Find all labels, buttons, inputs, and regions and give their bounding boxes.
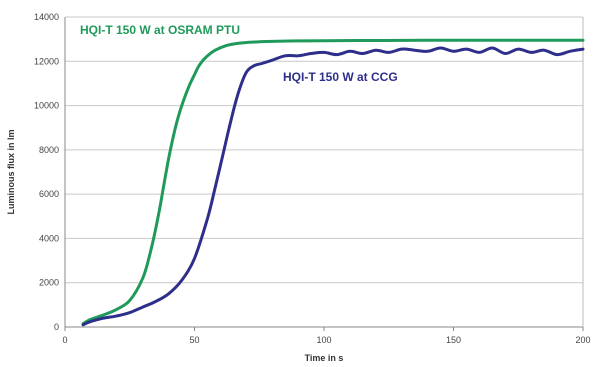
x-tick-label: 150 bbox=[446, 335, 461, 345]
y-tick-labels: 0 2000 4000 6000 8000 10000 12000 14000 bbox=[34, 12, 59, 332]
y-axis-label: Luminous flux in lm bbox=[6, 130, 16, 215]
y-tick-label: 6000 bbox=[39, 189, 59, 199]
x-tick-labels: 0 50 100 150 200 bbox=[62, 327, 591, 345]
series-line-0 bbox=[81, 38, 585, 326]
y-tick-label: 10000 bbox=[34, 101, 59, 111]
y-tick-label: 12000 bbox=[34, 56, 59, 66]
series-label-ccg: HQI-T 150 W at CCG bbox=[283, 70, 398, 84]
y-tick-label: 4000 bbox=[39, 233, 59, 243]
series-lines bbox=[81, 38, 585, 327]
y-tick-label: 0 bbox=[54, 322, 59, 332]
x-axis-label: Time in s bbox=[305, 353, 344, 363]
plot-area bbox=[65, 17, 583, 327]
x-tick-label: 0 bbox=[62, 335, 67, 345]
x-tick-label: 50 bbox=[189, 335, 199, 345]
series-line-1 bbox=[81, 46, 585, 327]
y-tick-label: 14000 bbox=[34, 12, 59, 22]
y-tick-label: 2000 bbox=[39, 278, 59, 288]
x-tick-label: 100 bbox=[316, 335, 331, 345]
y-tick-label: 8000 bbox=[39, 145, 59, 155]
x-tick-label: 200 bbox=[575, 335, 590, 345]
series-label-osram-ptu: HQI-T 150 W at OSRAM PTU bbox=[80, 23, 240, 37]
